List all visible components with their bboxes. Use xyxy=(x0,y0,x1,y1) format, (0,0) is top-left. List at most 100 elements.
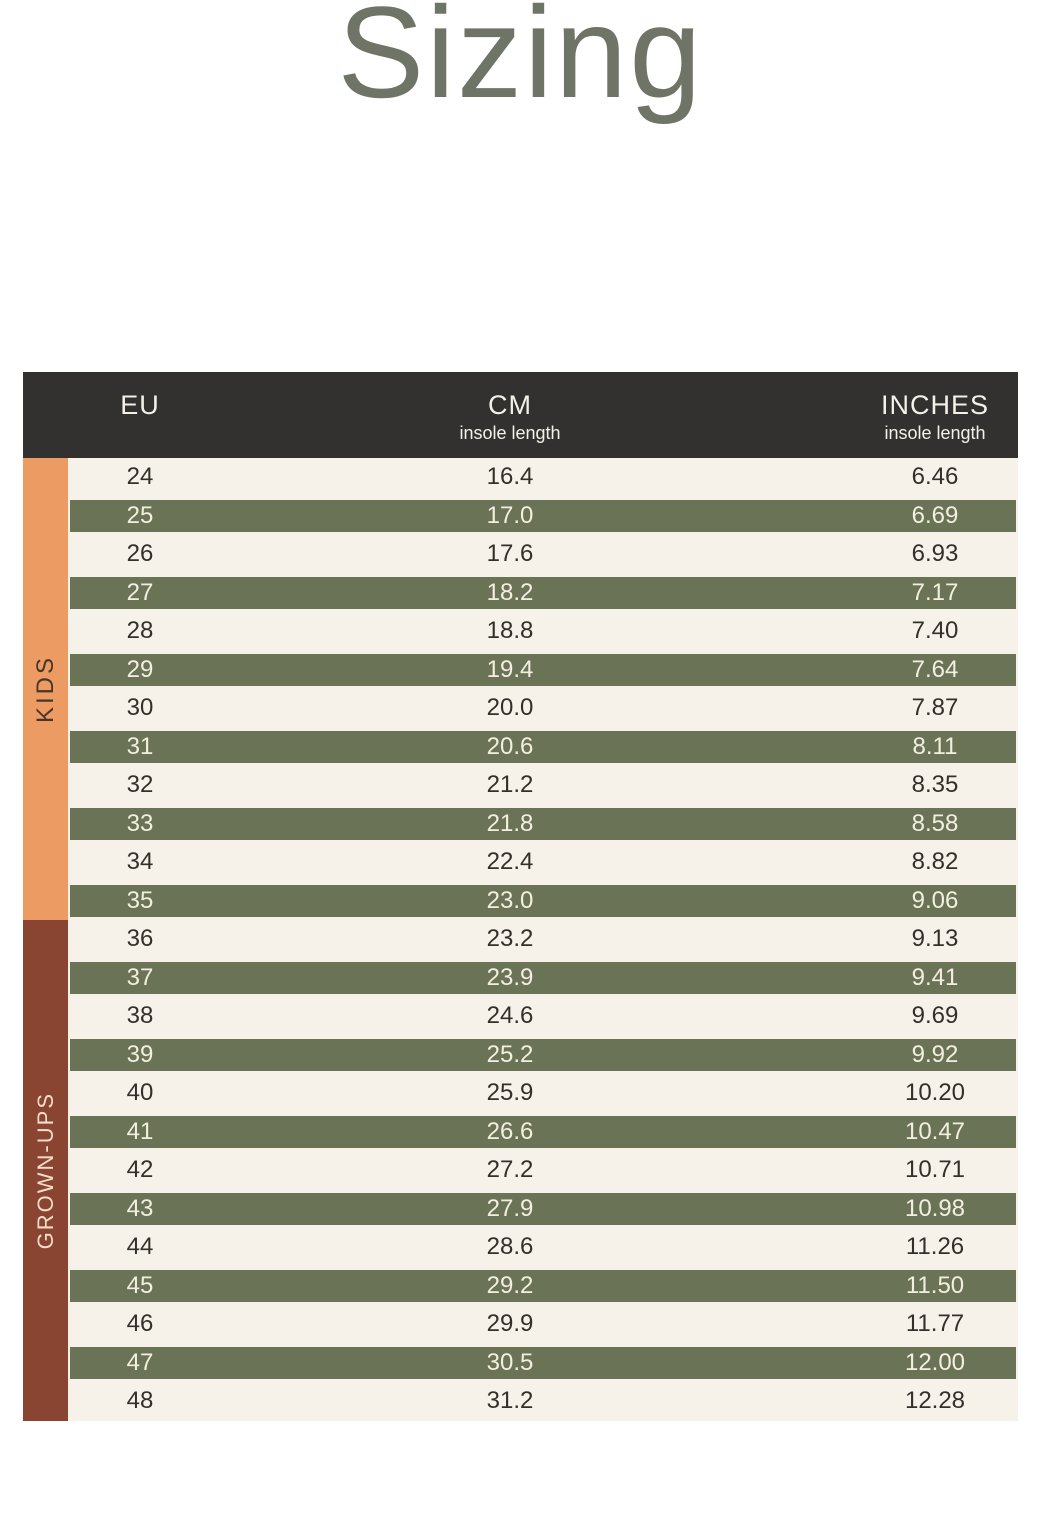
table-row: 28 18.8 7.40 xyxy=(68,612,1018,651)
eu-cell: 47 xyxy=(126,1348,154,1376)
table-row: 47 30.5 12.00 xyxy=(68,1343,1018,1382)
eu-cell: 29 xyxy=(126,655,154,683)
row-stripe-decoration xyxy=(70,884,1016,917)
inches-cell: 10.98 xyxy=(904,1194,966,1222)
inches-cell: 11.77 xyxy=(905,1310,965,1338)
inches-cell: 9.92 xyxy=(911,1040,959,1068)
eu-cell: 28 xyxy=(126,617,154,645)
table-header: EU CM insole length INCHES insole length xyxy=(23,372,1018,458)
cm-cell: 24.6 xyxy=(486,1002,534,1030)
eu-cell: 27 xyxy=(126,578,154,606)
eu-cell: 34 xyxy=(126,848,154,876)
cm-cell: 27.9 xyxy=(486,1194,534,1222)
inches-cell: 9.69 xyxy=(911,1002,959,1030)
eu-cell: 39 xyxy=(126,1040,154,1068)
table-row: 24 16.4 6.46 xyxy=(68,458,1018,497)
table-row: 39 25.2 9.92 xyxy=(68,1035,1018,1074)
sizing-table: EU CM insole length INCHES insole length… xyxy=(23,372,1018,1421)
table-row: 40 25.9 10.20 xyxy=(68,1074,1018,1113)
cm-cell: 17.6 xyxy=(486,540,534,568)
inches-cell: 6.46 xyxy=(911,463,959,491)
row-stripe-decoration xyxy=(70,807,1016,840)
table-row: 37 23.9 9.41 xyxy=(68,958,1018,997)
table-row: 27 18.2 7.17 xyxy=(68,573,1018,612)
cm-cell: 29.2 xyxy=(486,1271,534,1299)
table-row: 30 20.0 7.87 xyxy=(68,689,1018,728)
row-stripe-decoration xyxy=(70,653,1016,686)
inches-cell: 6.93 xyxy=(911,540,959,568)
header-label-eu: EU xyxy=(120,390,160,420)
header-label-inches: INCHES xyxy=(880,390,989,420)
table-row: 35 23.0 9.06 xyxy=(68,881,1018,920)
eu-cell: 41 xyxy=(126,1117,154,1145)
inches-cell: 9.41 xyxy=(911,963,959,991)
inches-cell: 9.13 xyxy=(911,925,959,953)
cm-cell: 31.2 xyxy=(486,1387,534,1415)
page-title: Sizing xyxy=(337,0,704,125)
inches-cell: 7.87 xyxy=(911,694,959,722)
inches-cell: 12.28 xyxy=(904,1387,966,1415)
table-row: 44 28.6 11.26 xyxy=(68,1228,1018,1267)
eu-cell: 46 xyxy=(126,1310,154,1338)
table-row: 42 27.2 10.71 xyxy=(68,1151,1018,1190)
cm-cell: 20.6 xyxy=(486,732,534,760)
header-col-eu: EU xyxy=(68,372,212,458)
header-col-inches: INCHES insole length xyxy=(852,372,1018,458)
cm-cell: 26.6 xyxy=(486,1117,534,1145)
cm-cell: 19.4 xyxy=(486,655,534,683)
cm-cell: 21.2 xyxy=(486,771,534,799)
eu-cell: 32 xyxy=(126,771,154,799)
header-sublabel-cm: insole length xyxy=(459,423,561,443)
eu-cell: 48 xyxy=(126,1387,154,1415)
eu-cell: 25 xyxy=(126,501,154,529)
row-stripe-decoration xyxy=(70,1269,1016,1302)
cm-cell: 23.0 xyxy=(486,886,534,914)
inches-cell: 11.50 xyxy=(905,1271,965,1299)
header-col-cm: CM insole length xyxy=(212,372,852,458)
table-row: 38 24.6 9.69 xyxy=(68,997,1018,1036)
inches-cell: 12.00 xyxy=(904,1348,966,1376)
cm-cell: 27.2 xyxy=(486,1156,534,1184)
row-stripe-decoration xyxy=(70,1115,1016,1148)
eu-cell: 38 xyxy=(126,1002,154,1030)
eu-cell: 31 xyxy=(126,732,154,760)
table-row: 41 26.6 10.47 xyxy=(68,1112,1018,1151)
inches-cell: 8.58 xyxy=(911,809,959,837)
table-row: 48 31.2 12.28 xyxy=(68,1382,1018,1421)
table-row: 26 17.6 6.93 xyxy=(68,535,1018,574)
table-body: KIDS GROWN-UPS 24 16.4 6.46 25 17.0 6.69 26 17.… xyxy=(23,458,1018,1421)
table-row: 25 17.0 6.69 xyxy=(68,496,1018,535)
eu-cell: 30 xyxy=(126,694,154,722)
table-row: 34 22.4 8.82 xyxy=(68,843,1018,882)
eu-cell: 44 xyxy=(126,1233,154,1261)
row-stripe-decoration xyxy=(70,1038,1016,1071)
category-strips: KIDS GROWN-UPS xyxy=(23,458,68,1421)
cm-cell: 20.0 xyxy=(486,694,534,722)
eu-cell: 36 xyxy=(126,925,154,953)
table-row: 32 21.2 8.35 xyxy=(68,766,1018,805)
table-row: 33 21.8 8.58 xyxy=(68,804,1018,843)
cm-cell: 23.9 xyxy=(486,963,534,991)
cm-cell: 25.9 xyxy=(486,1079,534,1107)
row-stripe-decoration xyxy=(70,499,1016,532)
inches-cell: 7.40 xyxy=(911,617,959,645)
eu-cell: 33 xyxy=(126,809,154,837)
eu-cell: 40 xyxy=(126,1079,154,1107)
cm-cell: 28.6 xyxy=(486,1233,534,1261)
cm-cell: 18.2 xyxy=(486,578,534,606)
inches-cell: 7.64 xyxy=(911,655,959,683)
table-row: 36 23.2 9.13 xyxy=(68,920,1018,959)
row-stripe-decoration xyxy=(70,961,1016,994)
cm-cell: 30.5 xyxy=(486,1348,534,1376)
cm-cell: 25.2 xyxy=(486,1040,534,1068)
table-rows: 24 16.4 6.46 25 17.0 6.69 26 17.6 6.93 27 18.2 7.17… xyxy=(68,458,1018,1421)
eu-cell: 37 xyxy=(126,963,154,991)
group-band-grown-ups: GROWN-UPS xyxy=(23,920,68,1421)
row-stripe-decoration xyxy=(70,1346,1016,1379)
inches-cell: 10.20 xyxy=(904,1079,966,1107)
group-label-kids: KIDS xyxy=(31,654,59,723)
eu-cell: 42 xyxy=(126,1156,154,1184)
header-cells: EU CM insole length INCHES insole length xyxy=(68,372,1018,458)
cm-cell: 22.4 xyxy=(486,848,534,876)
eu-cell: 43 xyxy=(126,1194,154,1222)
